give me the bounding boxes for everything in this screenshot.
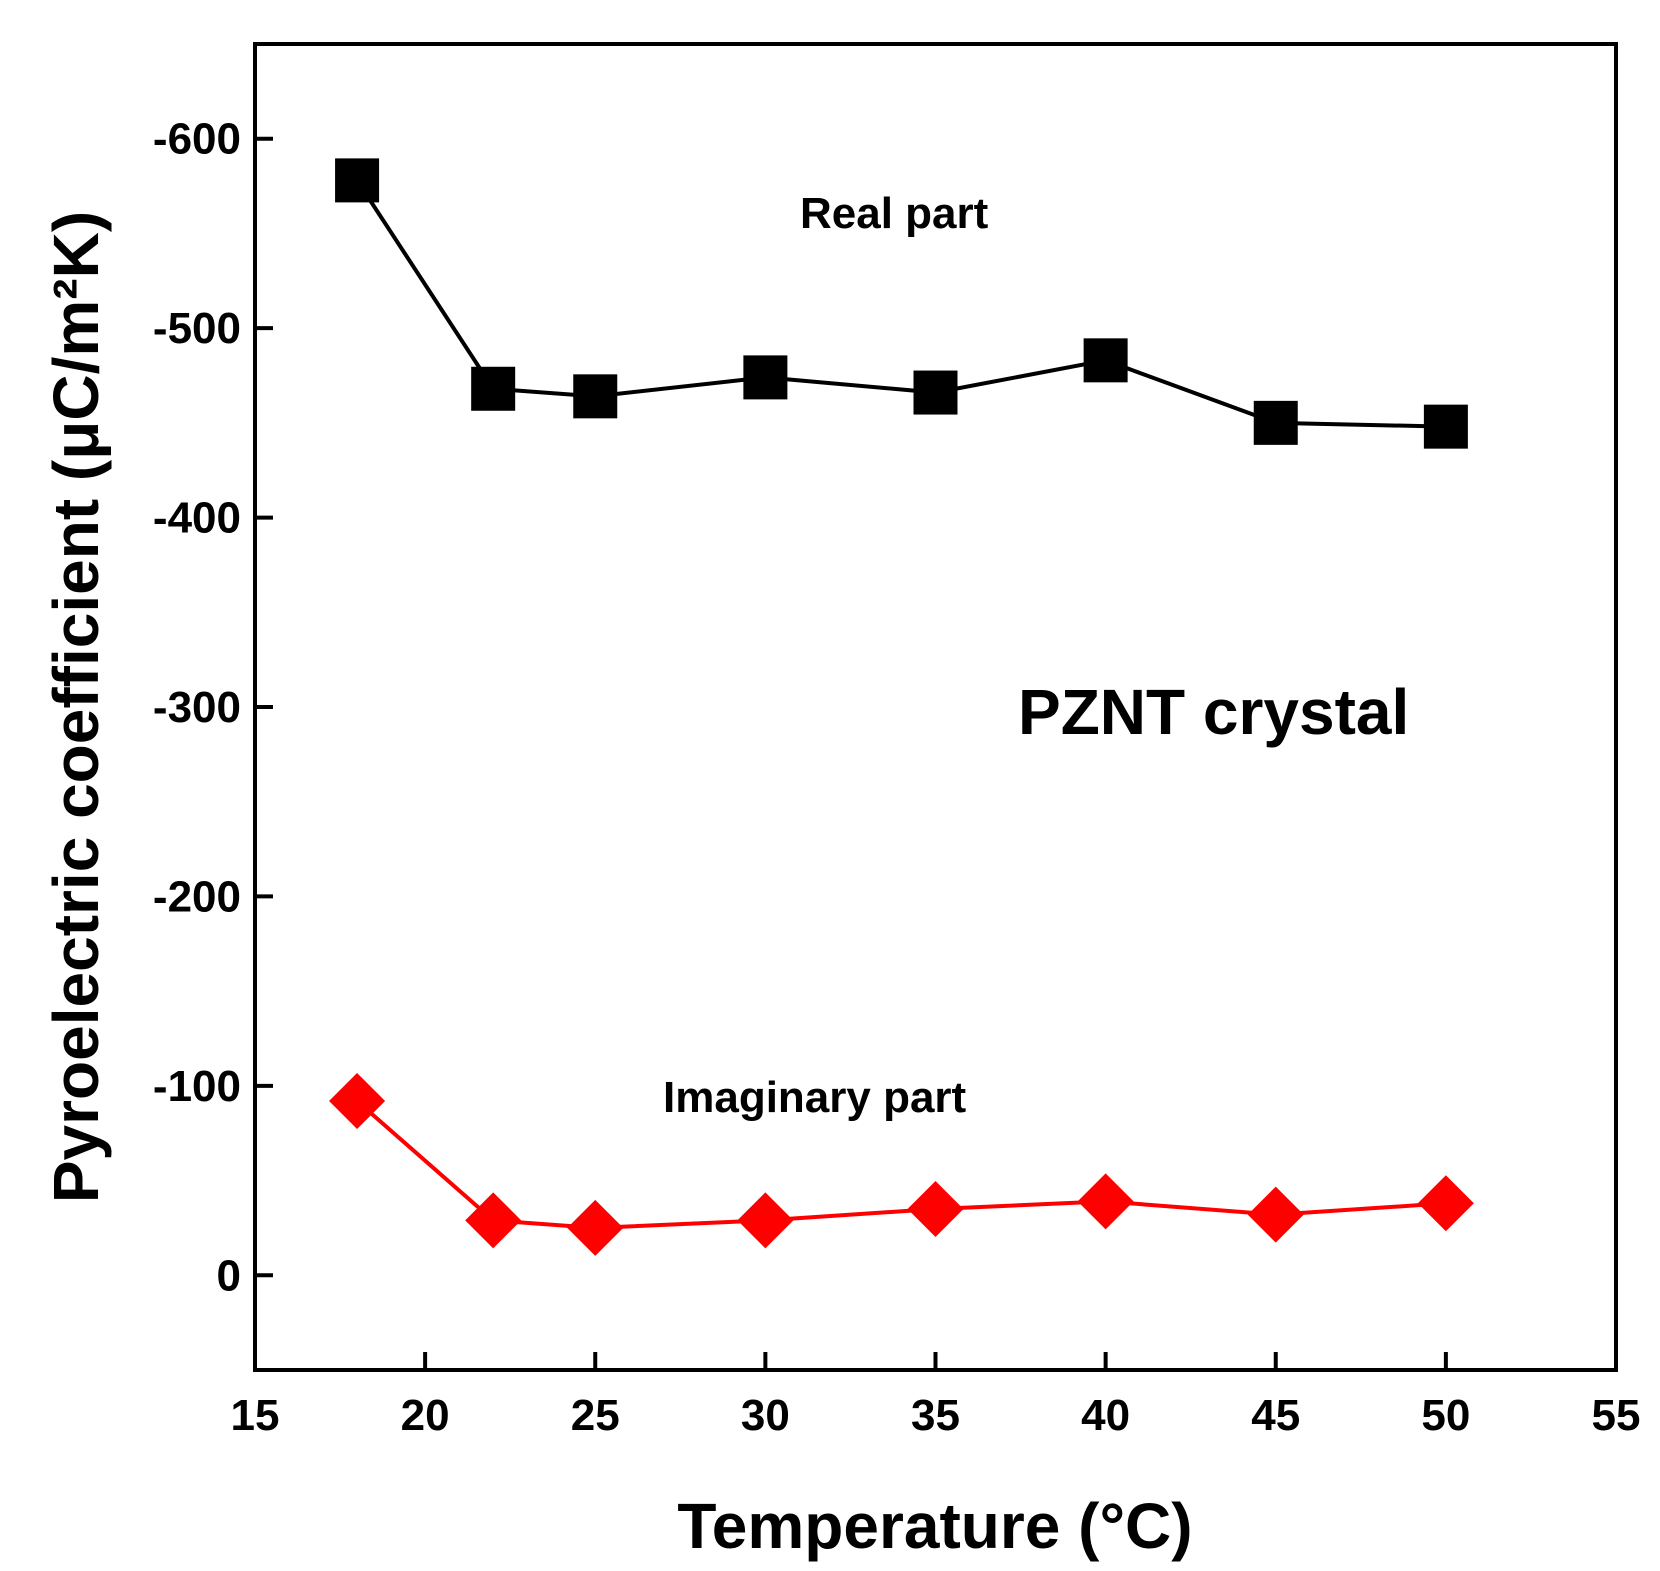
data-point-imaginary xyxy=(567,1199,624,1256)
data-point-imaginary xyxy=(1077,1173,1134,1230)
x-tick-label: 55 xyxy=(1592,1391,1641,1440)
y-tick-label: -400 xyxy=(153,494,241,543)
chart-annotation-pznt: PZNT crystal xyxy=(1018,676,1409,748)
axis-ticks: 15 20 25 30 35 40 45 50 55 -600 -500 -400 -300 -200 -1… xyxy=(153,115,1641,1440)
x-tick-label: 25 xyxy=(571,1391,620,1440)
data-point-real xyxy=(335,158,380,203)
x-tick-label: 30 xyxy=(741,1391,790,1440)
x-tick-label: 45 xyxy=(1251,1391,1300,1440)
data-point-real xyxy=(1253,400,1298,445)
series-layer xyxy=(329,158,1474,1256)
data-point-imaginary xyxy=(329,1073,386,1130)
y-tick-label: -600 xyxy=(153,115,241,164)
x-tick-label: 20 xyxy=(401,1391,450,1440)
data-point-real xyxy=(913,370,958,415)
y-tick-label: 0 xyxy=(217,1251,241,1300)
series-label-imaginary: Imaginary part xyxy=(663,1073,967,1122)
y-axis-title: Pyroelectric coefficient (μC/m²K) xyxy=(40,211,112,1203)
data-point-real xyxy=(1423,404,1468,449)
y-tick-label: -100 xyxy=(153,1062,241,1111)
plot-area-frame xyxy=(253,42,1618,1372)
x-tick-label: 35 xyxy=(911,1391,960,1440)
data-point-imaginary xyxy=(1417,1175,1474,1232)
data-point-imaginary xyxy=(1247,1186,1304,1243)
data-point-imaginary xyxy=(465,1192,522,1249)
data-point-real xyxy=(471,366,516,411)
series-label-real: Real part xyxy=(800,189,989,238)
y-tick-label: -200 xyxy=(153,872,241,921)
x-tick-label: 40 xyxy=(1081,1391,1130,1440)
y-tick-label: -500 xyxy=(153,304,241,353)
data-point-imaginary xyxy=(907,1180,964,1237)
x-axis-title: Temperature (°C) xyxy=(677,1490,1192,1562)
data-point-real xyxy=(1083,338,1128,383)
x-tick-label: 15 xyxy=(231,1391,280,1440)
data-point-real xyxy=(573,374,618,419)
data-point-imaginary xyxy=(737,1192,794,1249)
data-point-real xyxy=(743,355,788,400)
x-tick-label: 50 xyxy=(1421,1391,1470,1440)
y-tick-label: -300 xyxy=(153,683,241,732)
